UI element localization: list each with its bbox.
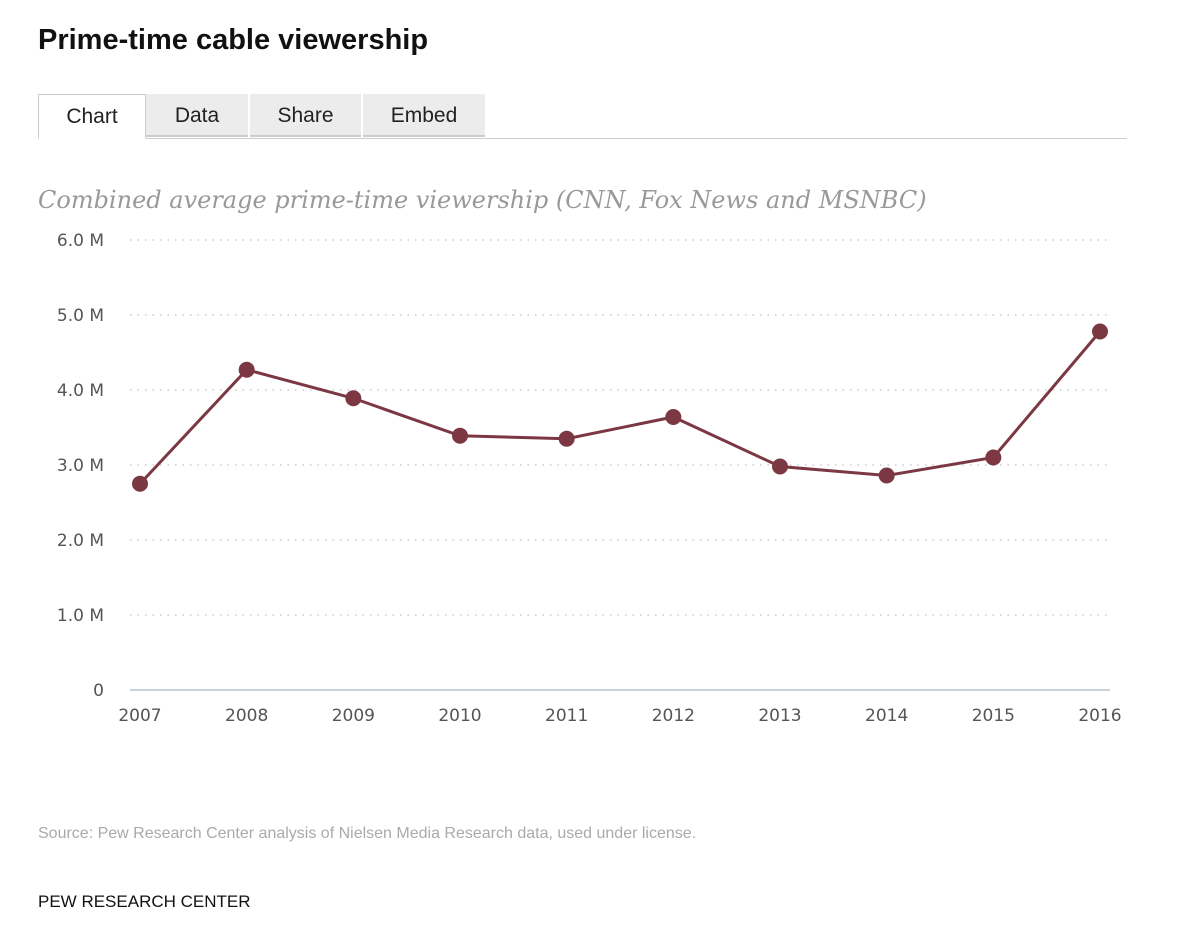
data-point-2013 [772, 458, 788, 475]
tab-share[interactable]: Share [250, 94, 361, 137]
y-tick-label: 2.0 M [57, 531, 104, 551]
data-point-2007 [132, 475, 148, 492]
x-tick-label: 2016 [1078, 706, 1121, 726]
x-tick-label: 2011 [545, 706, 588, 726]
tab-data[interactable]: Data [146, 94, 248, 137]
series-line [138, 330, 1102, 485]
data-point-2011 [558, 430, 575, 447]
data-point-2008 [238, 361, 255, 378]
x-tick-label: 2013 [758, 706, 801, 726]
y-tick-label: 0 [93, 681, 104, 701]
data-point-2012 [665, 409, 682, 425]
y-tick-label: 6.0 M [57, 231, 104, 251]
x-tick-label: 2014 [865, 706, 908, 726]
tab-embed[interactable]: Embed [363, 94, 485, 137]
brand-label: PEW RESEARCH CENTER [38, 892, 251, 911]
chart-subtitle: Combined average prime-time viewership (… [38, 186, 927, 214]
data-point-2009 [345, 390, 362, 407]
y-tick-label: 4.0 M [57, 381, 104, 401]
tab-bar: Chart Data Share Embed [38, 94, 1127, 139]
data-point-2015 [985, 449, 1002, 466]
data-point-2010 [452, 427, 468, 444]
y-tick-label: 1.0 M [57, 606, 104, 626]
source-note: Source: Pew Research Center analysis of … [38, 825, 697, 842]
tab-chart[interactable]: Chart [38, 94, 146, 139]
data-point-2014 [878, 467, 895, 484]
x-tick-label: 2015 [972, 706, 1015, 726]
x-tick-label: 2008 [225, 706, 268, 726]
data-point-2016 [1092, 323, 1108, 340]
y-tick-label: 5.0 M [57, 306, 104, 326]
page-title: Prime-time cable viewership [38, 24, 429, 56]
x-tick-label: 2012 [652, 706, 695, 726]
y-tick-label: 3.0 M [57, 456, 104, 476]
x-tick-label: 2010 [438, 706, 481, 726]
x-tick-label: 2007 [118, 706, 161, 726]
x-tick-label: 2009 [332, 706, 375, 726]
